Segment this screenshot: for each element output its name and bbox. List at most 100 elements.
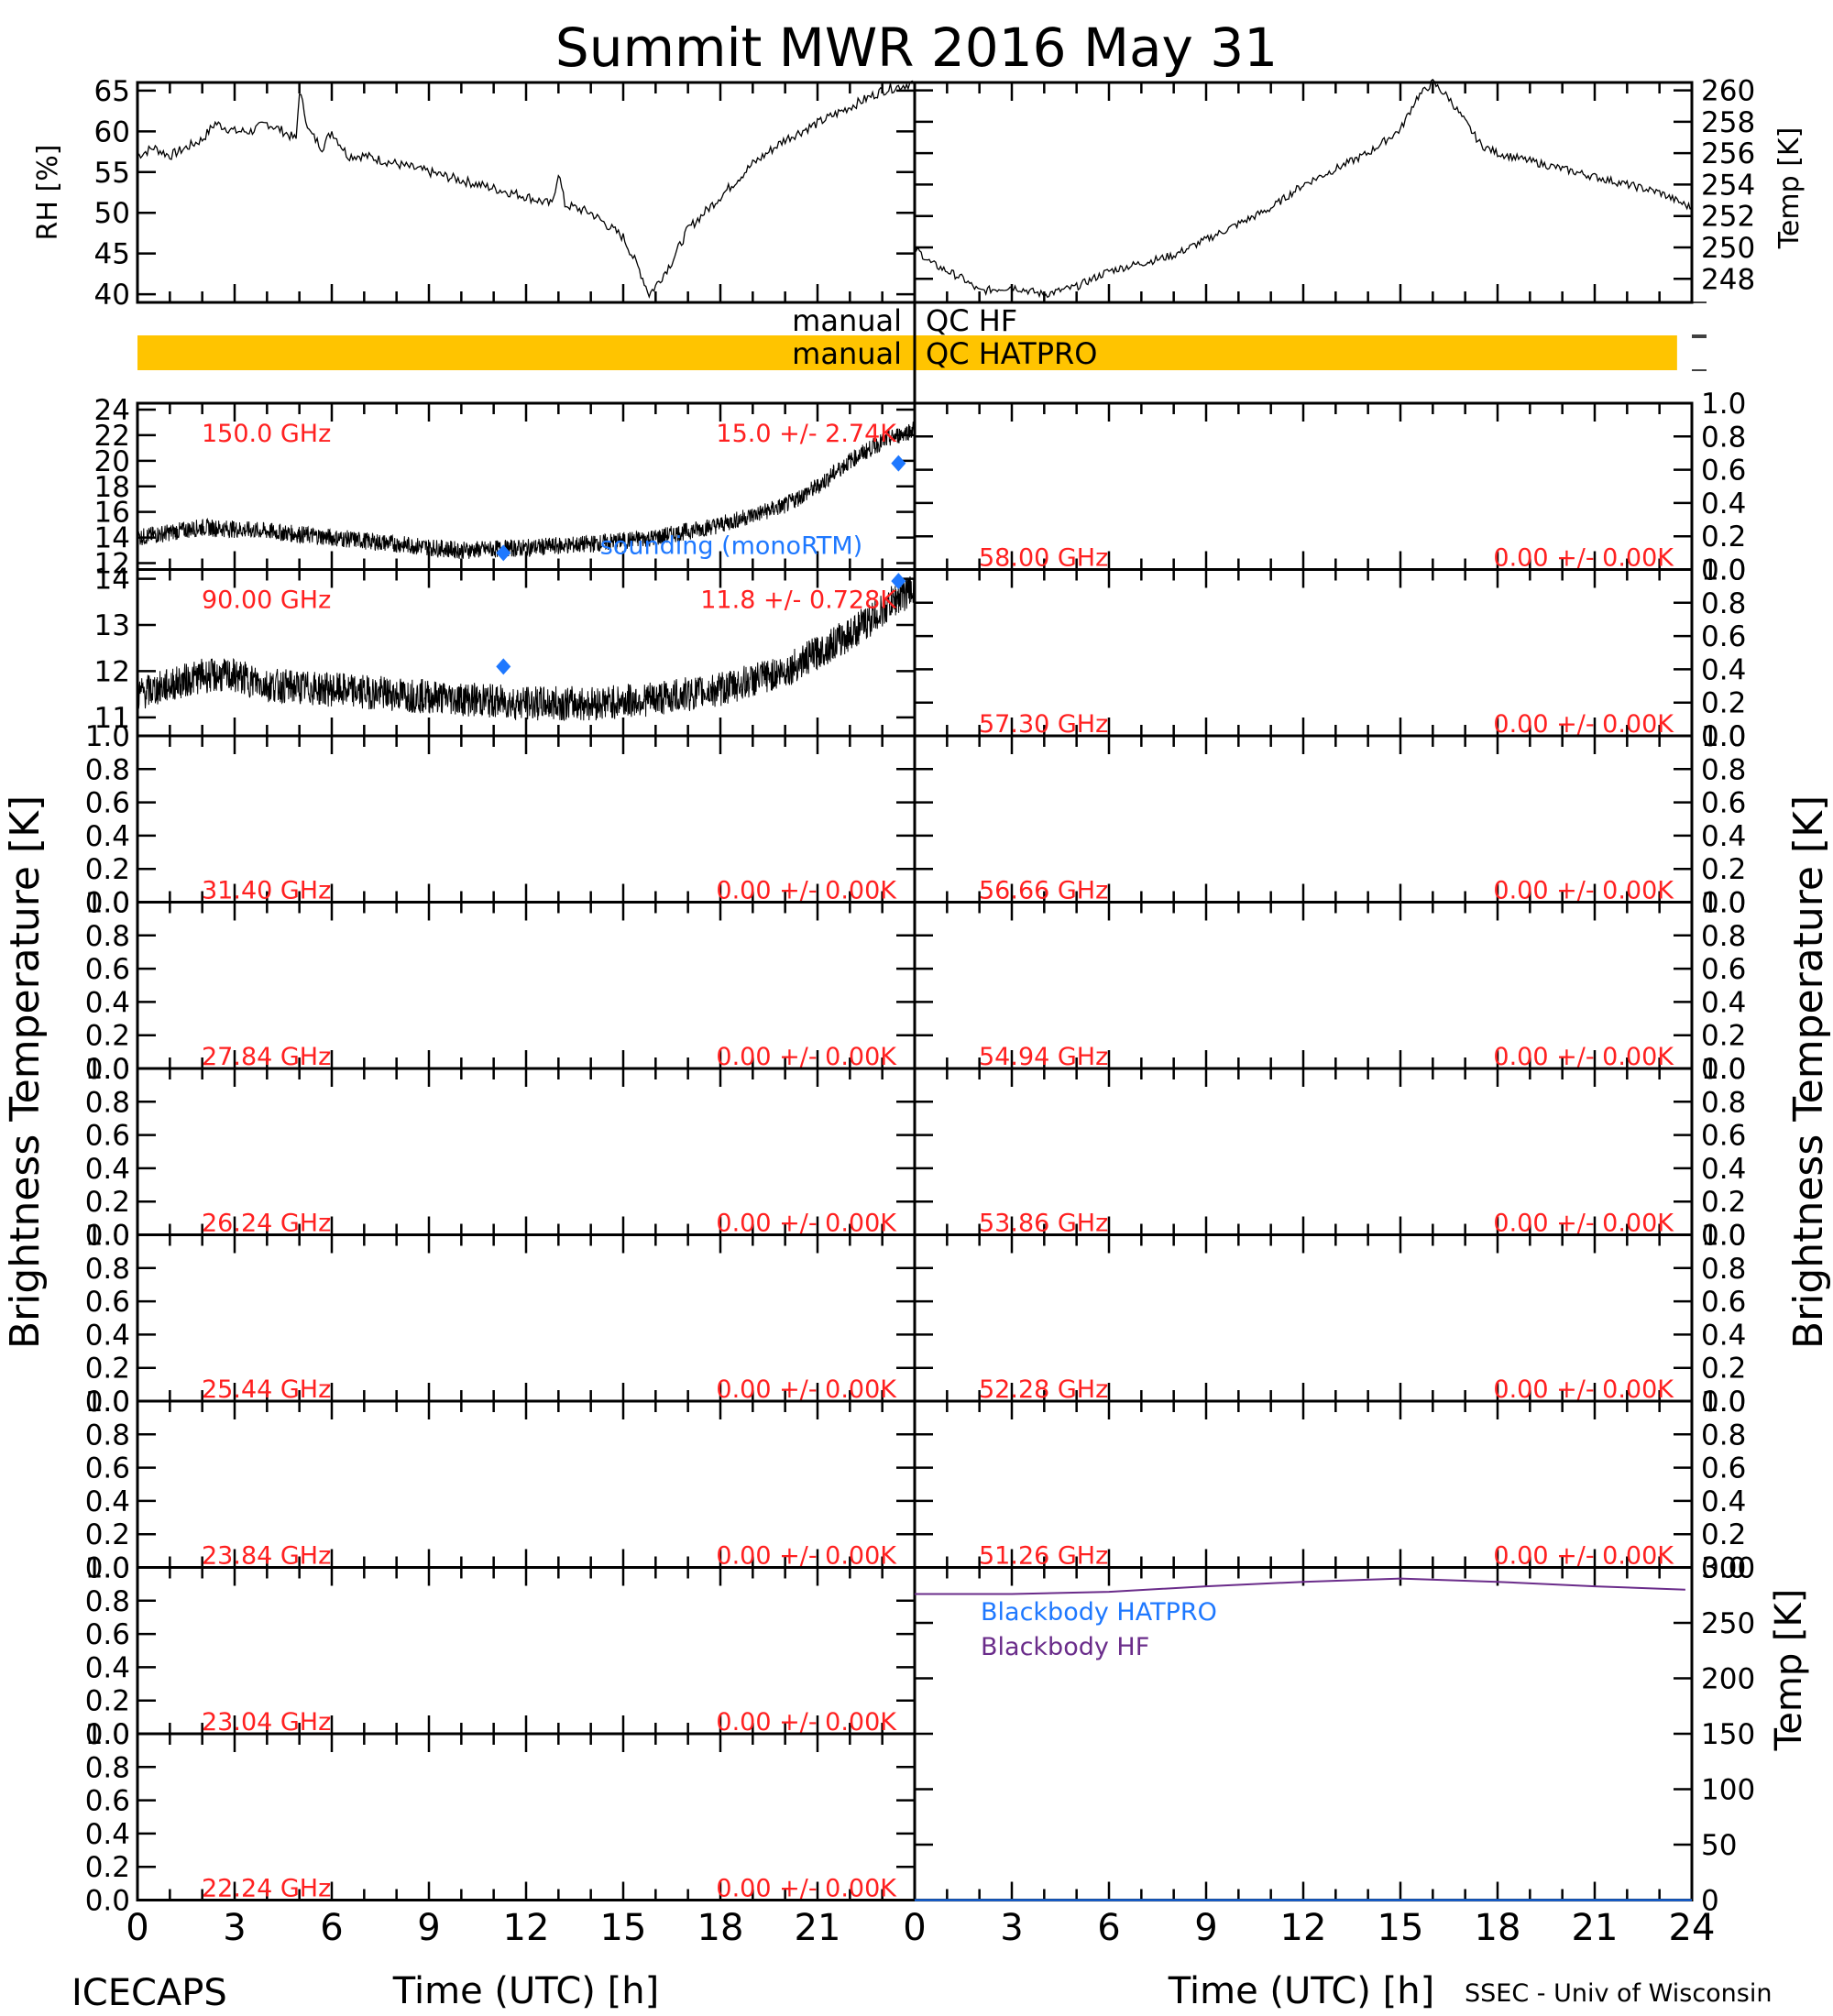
rh-ylabel: RH [%] (32, 145, 64, 241)
x-tick-label-right: 15 (1377, 1907, 1424, 1949)
tb-left-axis-5-ytick-label: 0.2 (85, 1353, 130, 1386)
tb-left-axis-7-ytick-label: 1.0 (85, 1552, 130, 1585)
rh-axis-ytick-label: 40 (94, 279, 130, 312)
tb-left-axis-0-ytick-label: 16 (94, 497, 130, 530)
tb-right-axis-4-ytick-label: 1.0 (1701, 1053, 1746, 1086)
tb-left-axis-1-ytick-label: 14 (94, 564, 130, 597)
tb-left-axis-8-ytick-label: 1.0 (85, 1718, 130, 1751)
rh-axis-ytick-label: 55 (94, 157, 130, 190)
tb-left-axis-3-ytick-label: 0.4 (85, 986, 130, 1019)
tb-right-axis-0-ytick-label: 0.4 (1701, 488, 1746, 520)
temp-axis-ytick-label: 258 (1701, 106, 1755, 139)
tb-left-axis-6-ytick-label: 0.4 (85, 1485, 130, 1518)
rh-line (137, 80, 914, 299)
blackbody-hf-label: Blackbody HF (981, 1633, 1149, 1661)
x-tick-label-left: 18 (697, 1907, 744, 1949)
tb-right-axis-3-ytick-label: 0.4 (1701, 986, 1746, 1019)
temp-axis-ytick-label: 252 (1701, 201, 1755, 234)
tb-left-freq-label: 31.40 GHz (202, 877, 331, 905)
tb-left-axis-0-ytick-label: 14 (94, 522, 130, 555)
tb-left-axis-4-ytick-label: 0.6 (85, 1120, 130, 1153)
tb-left-axis-1-ytick-label: 12 (94, 655, 130, 688)
temp-ylabel: Temp [K] (1773, 127, 1806, 250)
tb-right-axis-2-ytick-label: 0.2 (1701, 853, 1746, 886)
footer-icecaps: ICECAPS (71, 1972, 227, 2014)
sounding-label: sounding (monoRTM) (600, 532, 862, 561)
tb-right-axis-6-ytick-label: 1.0 (1701, 1386, 1746, 1419)
tb-left-stat-label: 0.00 +/- 0.00K (716, 1210, 897, 1238)
x-tick-label-right: 6 (1097, 1907, 1120, 1949)
rh-axis-ytick-label: 60 (94, 115, 130, 148)
tb-left-axis-8-ytick-label: 0.0 (85, 1885, 130, 1918)
tb-right-axis-5-ytick-label: 0.0 (1701, 1386, 1746, 1419)
tb-left-axis-5-ytick-label: 0.8 (85, 1253, 130, 1286)
tb-left-axis-8-ytick-label: 0.8 (85, 1751, 130, 1784)
tb-left-axis-6-ytick-label: 0.0 (85, 1552, 130, 1585)
tb-left-axis-7-ytick-label: 0.4 (85, 1651, 130, 1684)
tb-left-stat-label: 0.00 +/- 0.00K (716, 1542, 897, 1571)
tb-left-axis-0-ytick-label: 24 (94, 394, 130, 427)
x-tick-label-left: 9 (417, 1907, 440, 1949)
blackbody-axis-ytick-label: 200 (1701, 1663, 1755, 1696)
qc-hatpro-bar (137, 335, 1677, 370)
temp-axis-ytick-label: 250 (1701, 232, 1755, 265)
footer-ssec: SSEC - Univ of Wisconsin (1465, 1979, 1772, 2008)
tb-right-axis-3-ytick-label: 0.8 (1701, 920, 1746, 953)
tb-right-axis-0-ytick-label: 0.2 (1701, 520, 1746, 553)
tb-left-axis-3-ytick-label: 0.2 (85, 1020, 130, 1053)
tb-right-axis-1-ytick-label: 0.8 (1701, 587, 1746, 620)
tb-right-axis-0-ytick-label: 0.6 (1701, 455, 1746, 488)
tb-left-axis-3-ytick-label: 0.6 (85, 953, 130, 986)
blackbody-hatpro-label: Blackbody HATPRO (981, 1598, 1217, 1627)
tb-right-axis-0-ytick-label: 1.0 (1701, 388, 1746, 421)
temp-panel (913, 81, 1694, 304)
blackbody-axis-ytick-label: 50 (1701, 1829, 1737, 1862)
rh-axis-ytick-label: 65 (94, 75, 130, 108)
tb-left-axis-5-ytick-label: 0.6 (85, 1286, 130, 1319)
rh-axis-ytick-label: 50 (94, 197, 130, 230)
tb-left-axis-5-ytick-label: 0.0 (85, 1386, 130, 1419)
tb-right-axis-1-ytick-label: 0.4 (1701, 653, 1746, 686)
blackbody-axis-ytick-label: 300 (1701, 1552, 1755, 1585)
tb-left-series-1 (137, 575, 916, 721)
tb-left-axis-8-ytick-label: 0.6 (85, 1785, 130, 1818)
tb-right-axis-5-ytick-label: 0.8 (1701, 1253, 1746, 1286)
tb-left-axis-7-ytick-label: 0.0 (85, 1718, 130, 1751)
tb-left-stat-label: 0.00 +/- 0.00K (716, 877, 897, 905)
tb-left-freq-label: 22.24 GHz (202, 1875, 331, 1903)
qc-row-left-label: manual (792, 336, 902, 371)
tb-left-axis-4-ytick-label: 0.4 (85, 1153, 130, 1186)
tb-right-freq-label: 57.30 GHz (979, 710, 1108, 739)
sounding-point (891, 455, 906, 472)
tb-right-axis-3-ytick-label: 0.2 (1701, 1020, 1746, 1053)
tb-ylabel-right: Brightness Temperature [K] (1785, 795, 1832, 1349)
tb-right-freq-label: 52.28 GHz (979, 1375, 1108, 1404)
sounding-point (496, 544, 511, 562)
tb-right-axis-0-ytick-label: 0.8 (1701, 421, 1746, 454)
tb-right-freq-label: 51.26 GHz (979, 1542, 1108, 1571)
tb-right-axis-6-ytick-label: 0.4 (1701, 1485, 1746, 1518)
tb-left-stat-label: 0.00 +/- 0.00K (716, 1875, 897, 1903)
tb-right-axis-5-ytick-label: 0.2 (1701, 1353, 1746, 1386)
tb-left-axis-2-ytick-label: 0.0 (85, 887, 130, 920)
tb-left-axis-7-ytick-label: 0.6 (85, 1618, 130, 1651)
tb-right-axis-6-ytick-label: 0.2 (1701, 1518, 1746, 1551)
x-tick-label-right: 18 (1475, 1907, 1521, 1949)
blackbody-axis-ytick-label: 0 (1701, 1885, 1719, 1918)
x-axis-title-right: Time (UTC) [h] (1168, 1970, 1434, 2012)
x-axis-title-left: Time (UTC) [h] (392, 1970, 659, 2012)
tb-right-stat-label: 0.00 +/- 0.00K (1493, 1043, 1674, 1071)
tb-right-freq-label: 56.66 GHz (979, 877, 1108, 905)
tb-right-axis-6-ytick-label: 0.6 (1701, 1452, 1746, 1485)
tb-left-axis-1-ytick-label: 13 (94, 609, 130, 642)
x-tick-label-left: 12 (503, 1907, 550, 1949)
tb-right-axis-1-ytick-label: 1.0 (1701, 554, 1746, 587)
temp-axis-ytick-label: 254 (1701, 169, 1755, 202)
tb-right-axis-0-ytick-label: 0.0 (1701, 554, 1746, 587)
x-tick-label-right: 21 (1572, 1907, 1619, 1949)
tb-right-axis-4-ytick-label: 0.4 (1701, 1153, 1746, 1186)
tb-right-axis-1-ytick-label: 0.2 (1701, 687, 1746, 720)
tb-left-freq-label: 23.84 GHz (202, 1542, 331, 1571)
x-tick-label-left: 6 (320, 1907, 343, 1949)
tb-left-series-0 (137, 422, 916, 559)
